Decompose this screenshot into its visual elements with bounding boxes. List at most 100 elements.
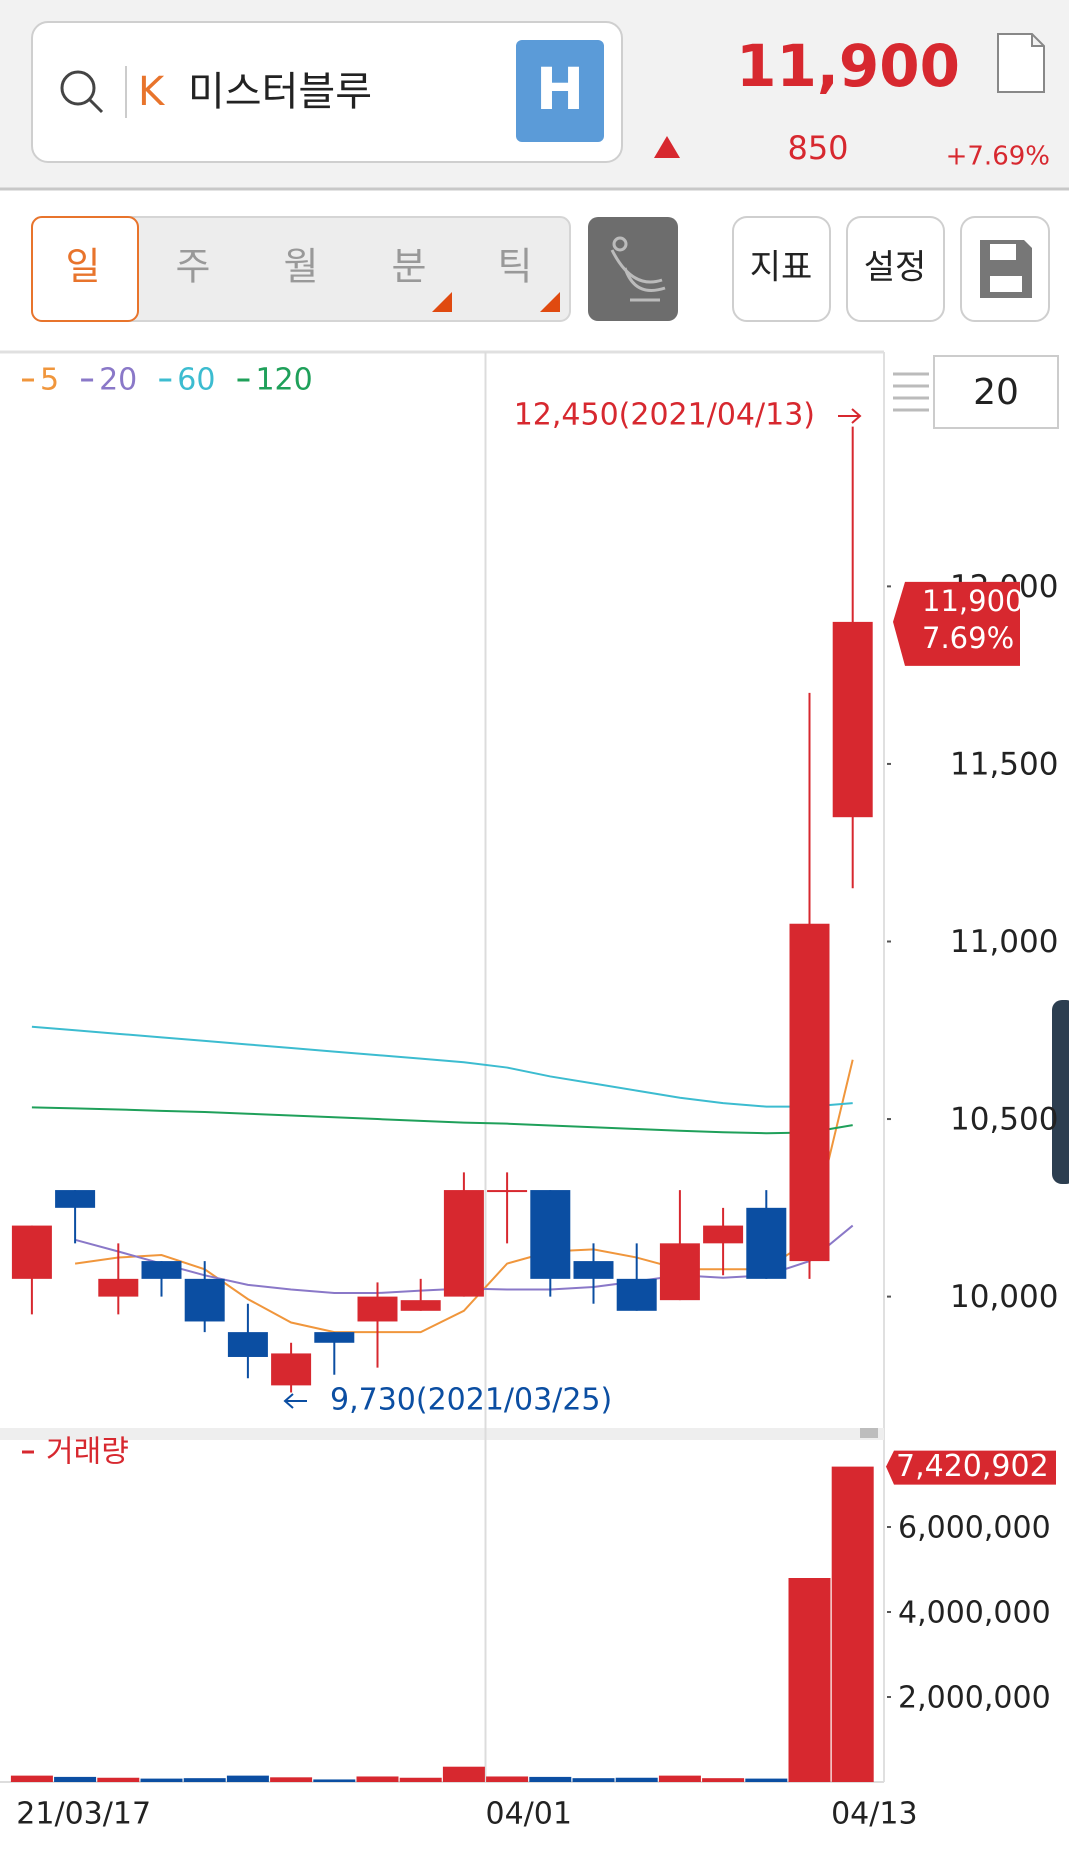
y-tick-label: 10,500	[950, 1102, 1058, 1138]
volume-bar	[54, 1776, 97, 1782]
candle-body	[573, 1261, 614, 1279]
candle-body	[487, 1190, 528, 1193]
volume-bar	[442, 1766, 485, 1782]
period-count[interactable]: 20	[973, 372, 1019, 413]
legend-label: 120	[255, 363, 312, 398]
y-tick-label: 2,000,000	[898, 1681, 1051, 1716]
volume-bar	[658, 1775, 701, 1782]
volume-bar	[486, 1776, 529, 1782]
tab-selected[interactable]	[31, 216, 139, 322]
side-handle[interactable]	[1052, 1000, 1069, 1184]
volume-bar	[702, 1778, 745, 1782]
volume-tag-label: 7,420,902	[896, 1449, 1049, 1484]
candle-body	[400, 1300, 441, 1311]
save-icon-label	[990, 276, 1022, 292]
y-tick-label: 6,000,000	[898, 1511, 1051, 1546]
tab[interactable]: 일	[66, 245, 101, 289]
low-annotation: 9,730(2021/03/25)	[330, 1383, 612, 1418]
candle-body	[789, 923, 830, 1262]
tab[interactable]: 월	[284, 245, 319, 289]
candle-body	[55, 1190, 96, 1208]
volume-bar	[745, 1778, 788, 1782]
price-tag	[893, 581, 1020, 666]
price-tag-price: 11,900	[922, 584, 1023, 618]
y-tick-label: 11,000	[950, 924, 1058, 960]
candle-body	[443, 1190, 484, 1297]
volume-bar	[529, 1776, 572, 1782]
market-code: K	[138, 69, 166, 115]
candle-body	[11, 1225, 52, 1279]
legend-label: 5	[40, 363, 59, 398]
volume-bar	[10, 1775, 53, 1782]
panel-divider	[0, 1428, 884, 1440]
candle-body	[141, 1261, 182, 1279]
candle-body	[184, 1278, 225, 1322]
y-tick-label: 11,500	[950, 746, 1058, 782]
y-tick-label: 4,000,000	[898, 1596, 1051, 1631]
y-tick-label: 10,000	[950, 1279, 1058, 1315]
candle-body	[530, 1190, 571, 1279]
ma-line	[31, 1106, 853, 1135]
candle-body	[832, 621, 873, 818]
overlay-button[interactable]	[588, 217, 678, 321]
volume-bar	[270, 1777, 313, 1782]
tab[interactable]: 분	[392, 245, 427, 289]
legend: 5 20 60 120	[22, 363, 313, 398]
volume-bar	[615, 1777, 658, 1782]
volume-bar	[183, 1778, 226, 1782]
current-price: 11,900	[736, 32, 960, 100]
ma-line	[31, 1025, 853, 1108]
volume-bar	[831, 1466, 874, 1782]
menu-icon[interactable]	[893, 372, 929, 412]
candle-body	[314, 1332, 355, 1343]
high-arrow	[838, 408, 862, 424]
volume-bar	[788, 1578, 831, 1782]
volume-bar	[572, 1778, 615, 1782]
candle-body	[227, 1332, 268, 1357]
volume-bar	[399, 1777, 442, 1782]
volume-bar	[97, 1777, 140, 1782]
settings-button[interactable]	[846, 216, 945, 322]
candle-body	[746, 1207, 787, 1279]
candle-body	[271, 1353, 312, 1386]
up-arrow	[654, 136, 680, 158]
legend-label: 60	[177, 363, 215, 398]
panel-resize-handle[interactable]	[860, 1428, 878, 1438]
stock-name[interactable]: 미스터블루	[188, 69, 372, 115]
badge[interactable]: H	[536, 55, 585, 123]
x-tick-label: 04/01	[486, 1797, 572, 1832]
high-annotation: 12,450(2021/04/13)	[514, 398, 815, 433]
tab[interactable]: 주	[176, 245, 211, 289]
save-icon-slot	[990, 244, 1016, 260]
tab-corner-marks	[432, 292, 560, 312]
volume-bar	[140, 1778, 183, 1782]
candle-body	[659, 1243, 700, 1301]
doc-icon[interactable]	[997, 33, 1045, 93]
tab[interactable]: 틱	[498, 245, 533, 289]
search-box[interactable]	[31, 21, 623, 163]
badge-bg[interactable]	[516, 40, 604, 142]
indicator-button[interactable]	[732, 216, 831, 322]
x-tick-label: 04/13	[831, 1797, 917, 1832]
candle-body	[357, 1296, 398, 1322]
search-icon-handle	[88, 98, 104, 114]
candle-body	[616, 1278, 657, 1311]
button-label[interactable]: 설정	[864, 248, 927, 288]
volume-bar	[313, 1779, 356, 1782]
price-change: 850	[787, 129, 848, 167]
search-icon	[60, 70, 96, 106]
volume-bar	[226, 1775, 269, 1782]
change-rate: +7.69%	[946, 142, 1050, 172]
price-tag-rate: 7.69%	[922, 621, 1014, 655]
overlay-icon-dot	[612, 236, 628, 252]
legend-label: 20	[99, 363, 137, 398]
button-label[interactable]: 지표	[750, 248, 813, 288]
overlay-icon	[610, 249, 666, 302]
volume-bar	[356, 1776, 399, 1782]
low-arrow	[283, 1393, 307, 1409]
period-count-box[interactable]	[933, 355, 1059, 429]
legend-label: 거래량	[46, 1435, 129, 1470]
x-tick-label: 21/03/17	[16, 1797, 151, 1832]
